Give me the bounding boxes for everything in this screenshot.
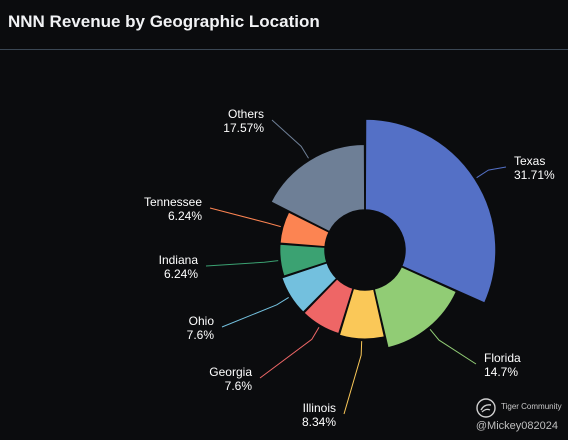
brand-watermark: Tiger Community	[476, 396, 564, 418]
slice-name-label: Georgia	[209, 365, 252, 379]
slice-name-label: Texas	[514, 154, 545, 168]
chart-header: NNN Revenue by Geographic Location	[0, 0, 568, 50]
chart-title: NNN Revenue by Geographic Location	[8, 12, 320, 31]
slice-percent-label: 31.71%	[514, 168, 555, 182]
slice-percent-label: 7.6%	[225, 379, 253, 393]
leader-line-illinois	[343, 341, 363, 415]
slice-name-label: Florida	[484, 351, 521, 365]
slice-florida[interactable]	[373, 265, 458, 349]
slice-percent-label: 8.34%	[302, 415, 336, 429]
leader-line-georgia	[259, 326, 320, 379]
slice-name-label: Indiana	[159, 253, 199, 267]
slice-percent-label: 6.24%	[164, 267, 198, 281]
slice-percent-label: 6.24%	[168, 209, 202, 223]
slice-others[interactable]	[270, 143, 366, 233]
slice-name-label: Illinois	[303, 401, 336, 415]
slice-ohio[interactable]	[280, 261, 338, 314]
slice-name-label: Tennessee	[144, 195, 202, 209]
slice-percent-label: 17.57%	[223, 121, 264, 135]
author-credit: @Mickey082024	[475, 420, 558, 432]
slice-percent-label: 14.7%	[484, 365, 518, 379]
leader-line-texas	[476, 166, 507, 179]
slice-illinois[interactable]	[338, 287, 386, 340]
tiger-logo-icon	[476, 398, 496, 418]
brand-name: Tiger Community	[501, 402, 562, 411]
leader-line-others	[271, 119, 309, 159]
slice-name-label: Others	[228, 107, 264, 121]
slice-texas[interactable]	[364, 118, 497, 304]
slice-name-label: Ohio	[189, 314, 215, 328]
leader-line-ohio	[221, 297, 289, 328]
slice-percent-label: 7.6%	[187, 328, 215, 342]
leader-line-indiana	[205, 260, 279, 267]
leader-line-florida	[429, 328, 477, 365]
leader-line-tennessee	[209, 207, 281, 228]
